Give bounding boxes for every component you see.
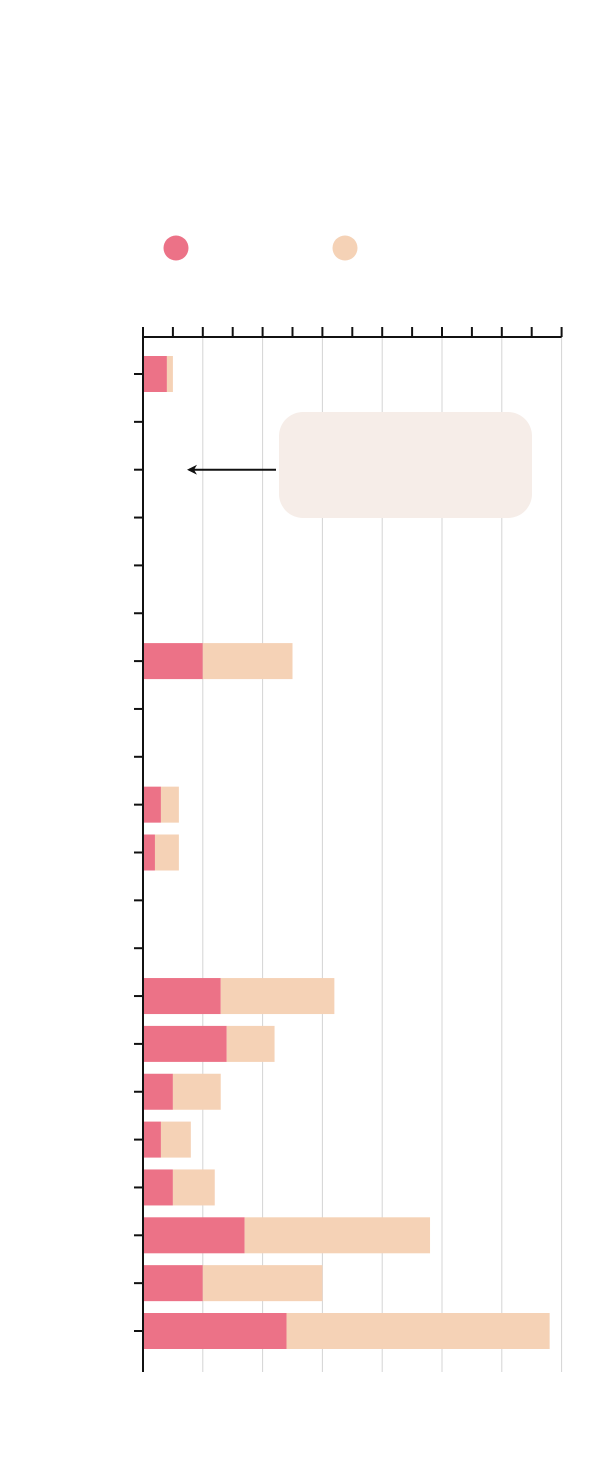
bar-row-16-series-1 [160,1121,191,1158]
bar-row-20-series-0 [143,1313,287,1349]
axes [134,327,563,1372]
bar-row-14-series-0 [143,1025,227,1062]
bars [143,356,550,1349]
bar-row-16-series-0 [143,1121,161,1158]
bar-row-6-series-1 [202,643,293,680]
legend-swatch-0 [163,235,189,261]
bar-row-18-series-1 [244,1217,431,1254]
bar-row-9-series-1 [160,786,179,823]
bar-row-14-series-1 [226,1025,275,1062]
legend [163,235,358,261]
annotation-box [279,412,532,518]
bar-row-10-series-1 [154,834,179,871]
bar-row-13-series-1 [220,978,335,1015]
bar-row-6-series-0 [143,643,203,680]
bar-row-17-series-1 [172,1169,215,1206]
bar-row-15-series-1 [172,1073,221,1110]
bar-row-15-series-0 [143,1073,173,1110]
bar-row-0-series-0 [143,356,167,392]
legend-swatch-1 [332,235,358,261]
bar-row-9-series-0 [143,786,161,823]
bar-row-19-series-0 [143,1265,203,1302]
bar-row-0-series-1 [166,356,173,392]
annotation [187,412,532,518]
bar-row-13-series-0 [143,978,221,1015]
bar-row-18-series-0 [143,1217,245,1254]
bar-row-10-series-0 [143,834,155,871]
bar-row-17-series-0 [143,1169,173,1206]
bar-row-19-series-1 [202,1265,323,1302]
bar-row-20-series-1 [286,1313,550,1349]
